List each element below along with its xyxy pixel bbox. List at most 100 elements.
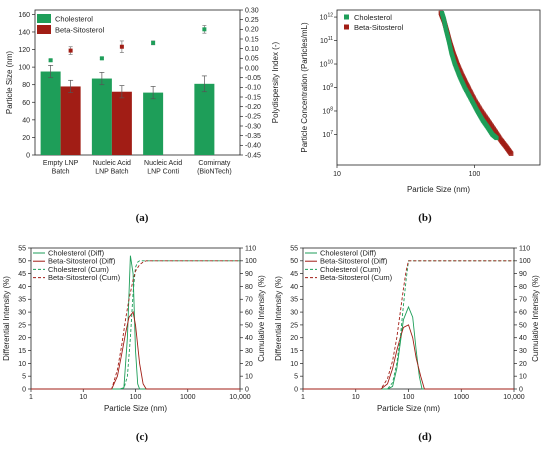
y2-tick-label: -0.05 (245, 75, 261, 82)
y2-tick-label: 60 (519, 309, 527, 316)
pdi-point (48, 58, 53, 63)
y2-tick-label: 10 (245, 374, 253, 381)
series-line (31, 260, 240, 390)
y2-tick-label: 0.10 (245, 46, 259, 53)
x-tick-label: 1 (29, 394, 33, 401)
y2-tick-label: 60 (245, 309, 253, 316)
y-tick-label: 35 (290, 297, 298, 304)
x-category-label: Comirnaty (198, 160, 230, 167)
pdi-point (151, 40, 156, 45)
y-tick-label: 0 (294, 386, 298, 393)
legend-label: Beta-Sitosterol (Cum) (320, 273, 393, 282)
y2-axis-label: Polydispersity Index (-) (271, 41, 280, 123)
x-tick-label: 10,000 (229, 394, 251, 401)
legend-marker (344, 14, 349, 20)
y2-tick-label: 40 (245, 335, 253, 342)
pdi-point (68, 48, 73, 53)
y-tick-label: 30 (18, 309, 26, 316)
y2-tick-label: 70 (245, 297, 253, 304)
y2-tick-label: 20 (519, 361, 527, 368)
y-tick-label: 30 (290, 309, 298, 316)
y-tick-label: 1010 (320, 60, 334, 69)
x-tick-label: 10 (333, 171, 341, 178)
y-tick-label: 0 (22, 386, 26, 393)
y-tick-label: 10 (290, 361, 298, 368)
y2-tick-label: 100 (519, 258, 531, 265)
x-tick-label: 1000 (180, 394, 196, 401)
plot-frame (336, 9, 541, 166)
y2-tick-label: -0.20 (245, 104, 261, 111)
y-tick-label: 0 (26, 153, 30, 160)
legend-label: Cholesterol (354, 13, 392, 22)
caption: (c) (136, 431, 149, 443)
y2-tick-label: 10 (519, 374, 527, 381)
series-line (303, 324, 514, 390)
y2-tick-label: 80 (245, 284, 253, 291)
y-axis-label: Differential Intensity (%) (274, 276, 283, 361)
x-category-label: Nucleic Acid (144, 160, 182, 167)
y2-tick-label: 0.15 (245, 36, 259, 43)
y2-tick-label: 100 (245, 258, 257, 265)
y-tick-label: 55 (290, 245, 298, 252)
y-tick-label: 10 (18, 361, 26, 368)
series-line (303, 260, 514, 390)
plot-frame (34, 9, 241, 156)
y-tick-label: 50 (18, 258, 26, 265)
y-tick-label: 20 (22, 135, 30, 142)
legend-label: Cholesterol (55, 15, 93, 24)
y2-tick-label: -0.40 (245, 143, 261, 150)
y-tick-label: 15 (290, 348, 298, 355)
y-axis-label: Differential Intensity (%) (2, 276, 11, 361)
caption-a: (a) (136, 212, 149, 224)
y-tick-label: 100 (18, 65, 30, 72)
y2-tick-label: 0.20 (245, 27, 259, 34)
y-tick-label: 45 (18, 271, 26, 278)
x-category-label: LNP Conti (147, 169, 179, 176)
data-point-beta-sitosterol (508, 151, 514, 156)
y-tick-label: 60 (22, 100, 30, 107)
x-category-label: Nucleic Acid (93, 160, 131, 167)
pdi-point (99, 56, 104, 61)
series-line (303, 260, 514, 390)
y-tick-label: 120 (18, 47, 30, 54)
y2-tick-label: 40 (519, 335, 527, 342)
y-tick-label: 45 (290, 271, 298, 278)
y-tick-label: 55 (18, 245, 26, 252)
bar (143, 92, 164, 155)
y2-tick-label: 90 (245, 271, 253, 278)
y2-tick-label: 0 (519, 386, 523, 393)
y2-axis-label: Cumulative Intensity (%) (257, 275, 266, 362)
legend-label: Cholesterol (Diff) (320, 249, 377, 258)
legend-label: Cholesterol (Cum) (48, 265, 109, 274)
y2-tick-label: 110 (519, 245, 530, 252)
legend-swatch (37, 25, 51, 34)
bar (194, 83, 215, 155)
x-tick-label: 10 (352, 394, 360, 401)
y-tick-label: 40 (18, 284, 26, 291)
legend-label: Beta-Sitosterol (354, 23, 404, 32)
y-tick-label: 1012 (320, 13, 334, 22)
x-category-label: LNP Batch (95, 169, 128, 176)
x-category-label: (BioNTech) (197, 169, 232, 176)
legend-label: Cholesterol (Cum) (320, 265, 381, 274)
y2-tick-label: 0.30 (245, 7, 259, 14)
bar (60, 86, 81, 155)
legend-marker (344, 24, 349, 30)
series-line (31, 311, 240, 390)
y-tick-label: 40 (22, 117, 30, 124)
y2-tick-label: 20 (245, 361, 253, 368)
legend-label: Beta-Sitosterol (Diff) (320, 257, 388, 266)
data-point-cholesterol (494, 136, 499, 141)
legend-label: Beta-Sitosterol (Cum) (48, 273, 121, 282)
x-tick-label: 10,000 (503, 394, 525, 401)
y2-tick-label: 0 (245, 386, 249, 393)
x-axis-label: Particle Size (nm) (104, 404, 167, 413)
y-tick-label: 15 (18, 348, 26, 355)
y2-tick-label: 30 (245, 348, 253, 355)
y-tick-label: 50 (290, 258, 298, 265)
y2-tick-label: 50 (245, 322, 253, 329)
y-tick-label: 107 (322, 130, 333, 139)
legend-label: Beta-Sitosterol (55, 26, 105, 35)
y2-axis-label: Cumulative Intensity (%) (531, 275, 540, 362)
y2-tick-label: 0.25 (245, 17, 259, 24)
